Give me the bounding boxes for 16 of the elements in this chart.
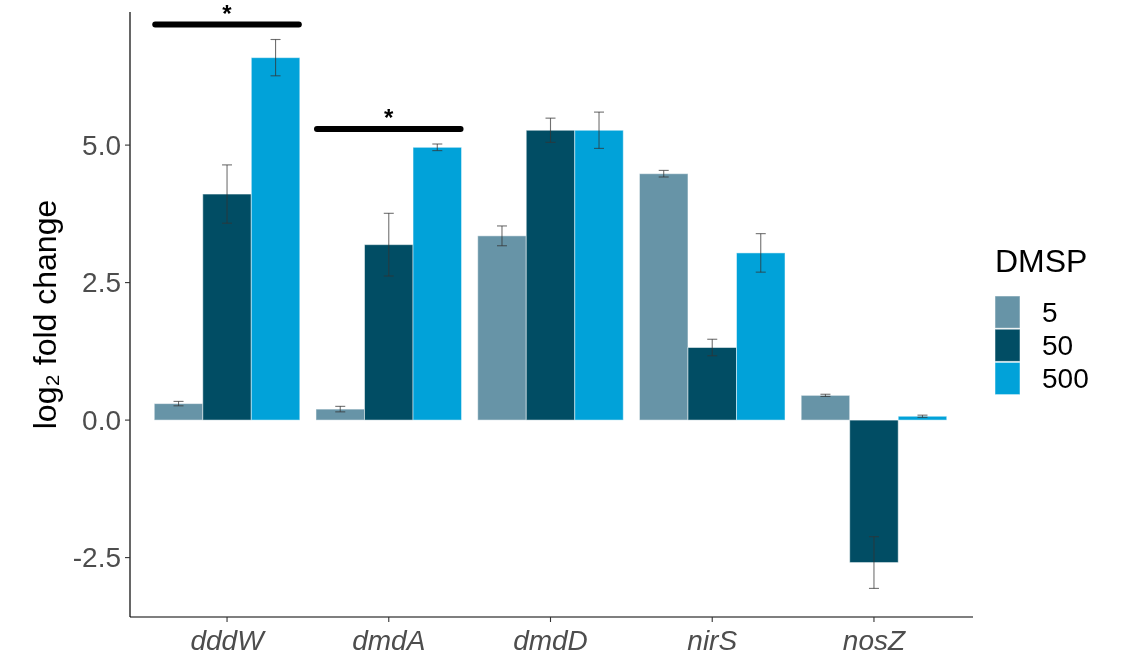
legend-title: DMSP [995,243,1088,279]
x-tick-label: dmdD [513,625,588,655]
annotation: * [384,104,395,131]
y-axis-title: log₂ fold change [27,199,63,430]
annotation: * [222,0,233,27]
y-tick-label: 2.5 [82,267,121,299]
legend-label: 500 [1042,363,1089,394]
y-tick-label: 5.0 [82,129,121,161]
x-tick-label: dmdA [352,625,426,655]
y-tick-label: -2.5 [72,542,121,574]
x-tick-label: nirS [687,625,738,655]
x-tick-label: nosZ [842,625,906,655]
y-tick-label: 0.0 [82,404,121,436]
x-tick-label: dddW [190,625,267,655]
legend-label: 50 [1042,329,1074,361]
legend-label: 5 [1042,296,1058,328]
